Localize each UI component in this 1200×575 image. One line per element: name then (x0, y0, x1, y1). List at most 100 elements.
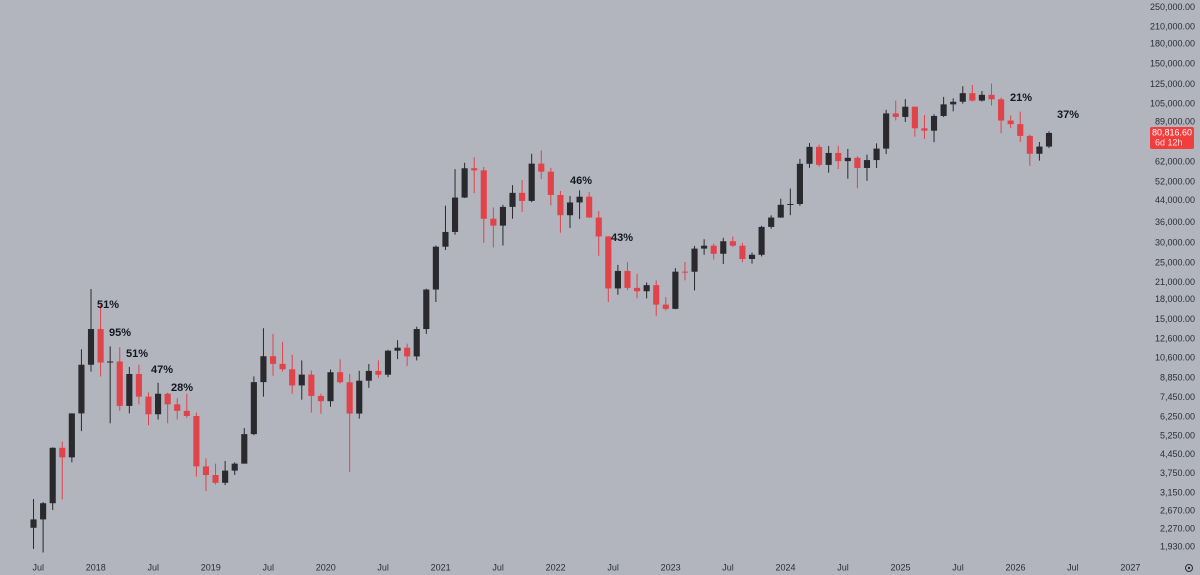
y-tick-label: 210,000.00 (1150, 21, 1195, 31)
candle-body (787, 203, 794, 205)
y-tick-label: 105,000.00 (1150, 98, 1195, 108)
x-tick-label: 2018 (86, 562, 106, 572)
y-tick-label: 150,000.00 (1150, 59, 1195, 69)
candle-body (748, 254, 756, 259)
candle-body (432, 246, 439, 290)
candle-body (222, 470, 229, 483)
candle-body (796, 163, 803, 204)
candle-body (1026, 135, 1033, 154)
candle-body (1007, 120, 1014, 125)
candle-body (499, 206, 507, 226)
candle-body (854, 157, 861, 168)
candle-body (212, 475, 219, 483)
candle-body (681, 271, 689, 273)
y-tick-label: 180,000.00 (1150, 39, 1195, 49)
last-price-label: 80,816.60 (1152, 127, 1192, 137)
candle-body (528, 163, 535, 201)
candle-body (279, 363, 286, 370)
candle-body (768, 217, 775, 227)
candle-body (844, 157, 851, 162)
candle-body (633, 287, 641, 292)
candle-body (375, 370, 382, 375)
x-tick-label: 2027 (1120, 562, 1140, 572)
candle-body (806, 146, 813, 164)
candle-body (68, 413, 75, 458)
candle-body (873, 148, 880, 161)
candles (30, 83, 1053, 553)
candle-body (758, 226, 765, 255)
y-tick-label: 15,000.00 (1155, 314, 1195, 324)
candle-body (365, 370, 372, 381)
candle-body (442, 231, 449, 247)
candle-body (404, 347, 411, 357)
candle-body (710, 245, 717, 254)
x-tick-label: Jul (952, 562, 964, 572)
candle-body (586, 196, 593, 218)
candle-body (1045, 132, 1053, 147)
y-tick-label: 5,250.00 (1160, 431, 1195, 441)
settings-gear[interactable] (1185, 564, 1193, 572)
candle-body (509, 192, 516, 207)
candle-body (346, 382, 353, 414)
x-tick-label: 2019 (201, 562, 221, 572)
drawdown-annotation: 95% (109, 327, 131, 339)
candle-body (892, 113, 899, 117)
candle-body (413, 329, 420, 357)
settings-dot[interactable] (1187, 566, 1191, 570)
y-tick-label: 21,000.00 (1155, 277, 1195, 287)
candle-body (250, 382, 257, 435)
candle-body (394, 347, 401, 351)
candle-body (720, 241, 727, 254)
candle-body (480, 170, 487, 219)
candle-body (126, 373, 133, 406)
candle-body (538, 163, 545, 172)
drawdown-annotation: 46% (570, 175, 592, 187)
x-tick-label: 2020 (316, 562, 336, 572)
candle-body (87, 329, 95, 365)
candle-body (672, 271, 679, 309)
x-tick-label: 2021 (431, 562, 451, 572)
x-tick-label: Jul (722, 562, 734, 572)
candle-body (547, 171, 554, 195)
candle-body (174, 404, 181, 411)
x-tick-label: 2026 (1005, 562, 1025, 572)
candle-body (950, 101, 957, 105)
candle-body (1017, 124, 1024, 136)
candle-body (863, 160, 871, 168)
candle-body (269, 356, 277, 364)
candle-body (998, 99, 1005, 121)
x-tick-label: 2025 (890, 562, 910, 572)
settings-icon[interactable] (1185, 564, 1193, 572)
candle-body (777, 204, 784, 218)
candle-body (384, 350, 392, 375)
x-tick-label: Jul (492, 562, 504, 572)
candle-body (605, 236, 612, 289)
candle-body (883, 113, 890, 149)
drawdown-annotation: 51% (97, 299, 119, 311)
candle-body (231, 463, 238, 471)
candle-body (614, 270, 621, 289)
y-tick-label: 2,270.00 (1160, 524, 1195, 534)
y-tick-label: 44,000.00 (1155, 195, 1195, 205)
x-tick-label: 2022 (546, 562, 566, 572)
candle-body (624, 270, 631, 288)
y-tick-label: 3,750.00 (1160, 468, 1195, 478)
candle-body (978, 94, 985, 101)
drawdown-annotation: 37% (1057, 109, 1079, 121)
candle-body (902, 106, 909, 117)
candle-body (959, 93, 966, 102)
candle-body (921, 128, 928, 131)
candle-body (911, 106, 918, 129)
annotations: 51%95%51%47%28%46%43%21%37% (97, 92, 1079, 394)
candle-body (930, 115, 938, 131)
candle-body (337, 372, 344, 383)
candle-body (78, 364, 85, 414)
candle-body (116, 361, 123, 406)
x-tick-label: 2023 (661, 562, 681, 572)
y-tick-label: 2,670.00 (1160, 506, 1195, 516)
y-tick-label: 12,600.00 (1155, 333, 1195, 343)
candle-body (40, 503, 47, 520)
drawdown-annotation: 21% (1010, 92, 1032, 104)
